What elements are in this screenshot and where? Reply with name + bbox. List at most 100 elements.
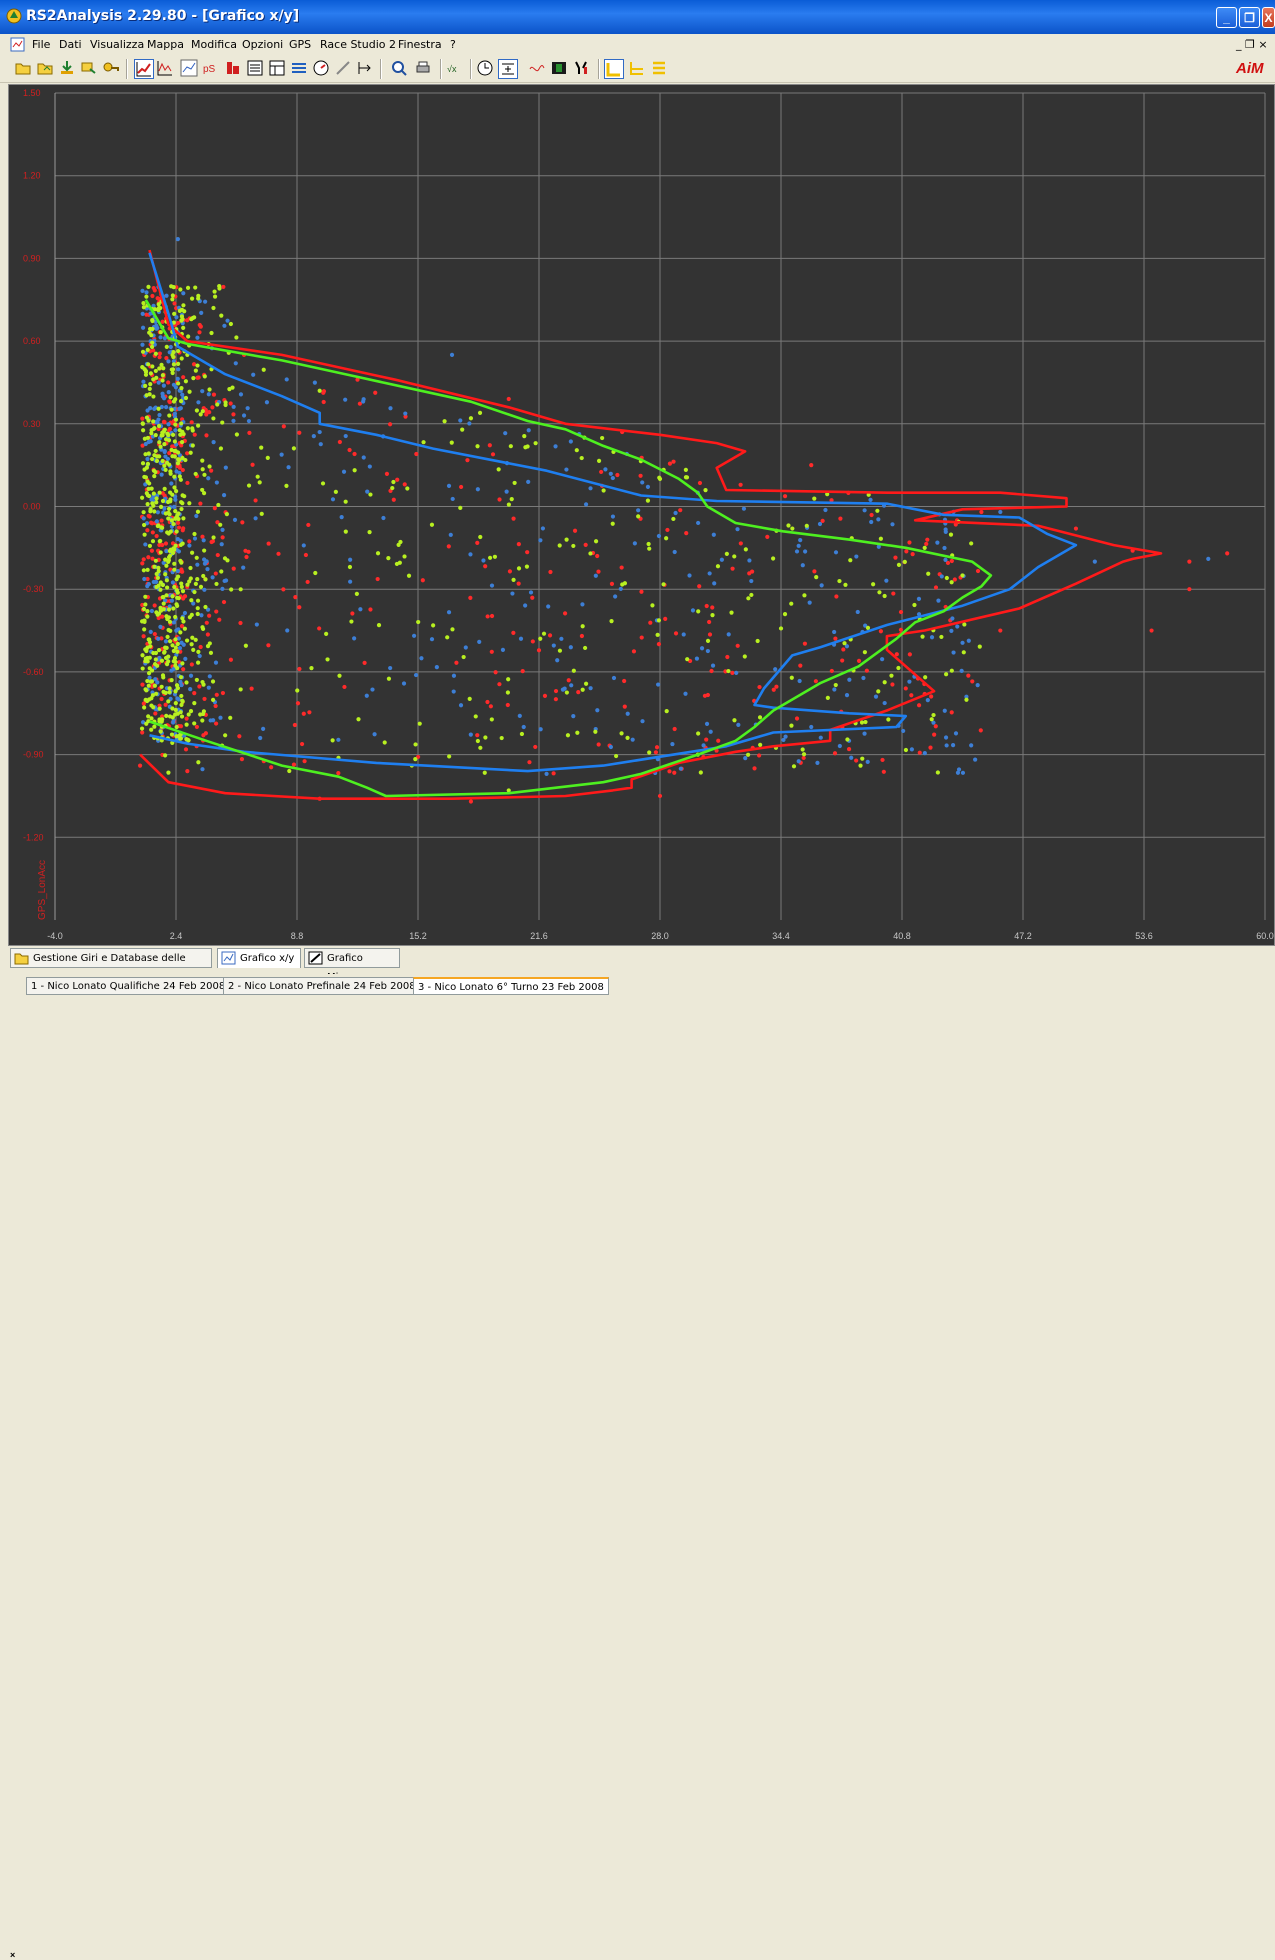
scatter-point xyxy=(154,610,159,615)
scatter-point xyxy=(173,448,178,454)
menu-modifica[interactable]: Modifica xyxy=(191,38,237,51)
close-run-icon[interactable]: × xyxy=(10,1950,16,1960)
menu-visualizza[interactable]: Visualizza xyxy=(90,38,145,51)
scatter-point xyxy=(461,654,466,660)
zoom-icon[interactable] xyxy=(390,59,408,77)
clock-icon[interactable] xyxy=(476,59,494,77)
scatter-point xyxy=(449,440,454,445)
xy-chart-icon xyxy=(221,951,236,965)
scatter-point xyxy=(489,613,495,619)
scatter-point xyxy=(177,428,182,433)
scatter-point xyxy=(180,661,185,666)
menu-gps[interactable]: GPS xyxy=(289,38,312,51)
scatter-point xyxy=(173,700,178,706)
measure-icon[interactable] xyxy=(334,59,352,77)
download-icon[interactable] xyxy=(58,59,76,77)
chart-ps-icon[interactable]: pS xyxy=(202,59,220,77)
menu-race-studio[interactable]: Race Studio 2 xyxy=(320,38,396,51)
scatter-point xyxy=(214,609,219,614)
scatter-point xyxy=(166,699,171,704)
scatter-point xyxy=(178,542,183,548)
gauge-icon[interactable] xyxy=(312,59,330,77)
report-icon[interactable] xyxy=(246,59,264,77)
scatter-point xyxy=(809,463,814,468)
svg-text:√x: √x xyxy=(447,64,457,74)
menu-mappa[interactable]: Mappa xyxy=(147,38,184,51)
minimize-button[interactable]: _ xyxy=(1216,7,1237,28)
scatter-point xyxy=(149,716,154,721)
document-icon[interactable] xyxy=(10,37,26,52)
tools-icon[interactable] xyxy=(572,59,590,77)
scatter-point xyxy=(220,420,225,425)
scatter-point xyxy=(164,356,169,361)
close-button[interactable]: X xyxy=(1262,7,1275,28)
print-icon[interactable] xyxy=(414,59,432,77)
overlay-icon[interactable] xyxy=(528,59,546,77)
scatter-point xyxy=(180,616,185,621)
run-tab-2[interactable]: 2 - Nico Lonato Prefinale 24 Feb 2008 xyxy=(223,977,421,995)
scatter-point xyxy=(154,458,160,464)
scatter-point xyxy=(200,625,205,630)
scatter-point xyxy=(205,607,211,612)
menu-dati[interactable]: Dati xyxy=(59,38,82,51)
x-tick-label: -4.0 xyxy=(47,931,63,941)
math-channel-icon[interactable]: √x xyxy=(446,59,464,77)
open-session-icon[interactable] xyxy=(36,59,54,77)
scatter-point xyxy=(172,411,178,416)
maximize-button[interactable]: ❐ xyxy=(1239,7,1260,28)
table-icon[interactable] xyxy=(268,59,286,77)
key-icon[interactable] xyxy=(102,59,120,77)
transfer-icon[interactable] xyxy=(80,59,98,77)
scatter-point xyxy=(903,747,909,753)
layout-triple-icon[interactable] xyxy=(650,59,668,77)
scatter-point xyxy=(145,502,150,507)
scatter-point xyxy=(146,714,151,719)
scatter-point xyxy=(210,697,216,702)
chart-time-icon[interactable] xyxy=(156,59,174,77)
histogram-icon[interactable] xyxy=(224,59,242,77)
tab-gestione-giri[interactable]: Gestione Giri e Database delle prove xyxy=(10,948,212,983)
layout-double-icon[interactable] xyxy=(628,59,646,77)
scatter-point xyxy=(684,531,689,536)
scatter-point xyxy=(757,753,762,758)
align-icon[interactable] xyxy=(498,59,518,79)
cursor-tool-icon[interactable] xyxy=(356,59,374,77)
scatter-point xyxy=(156,380,161,385)
scatter-point xyxy=(231,566,236,571)
scatter-point xyxy=(832,687,837,692)
tab-grafico-misure[interactable]: Grafico Misure xyxy=(304,948,400,983)
scatter-point xyxy=(497,497,502,502)
child-window-controls[interactable]: _ ❐ × xyxy=(1236,38,1268,51)
layout-single-icon[interactable] xyxy=(604,59,624,79)
scatter-point xyxy=(572,528,578,533)
scatter-point xyxy=(325,657,330,662)
scatter-point xyxy=(337,673,342,678)
scatter-point xyxy=(217,617,222,622)
scatter-point xyxy=(402,482,407,487)
scatter-point xyxy=(865,625,871,630)
menu-file[interactable]: File xyxy=(32,38,51,51)
channels-icon[interactable] xyxy=(290,59,308,77)
scatter-point xyxy=(978,728,983,733)
menu-opzioni[interactable]: Opzioni xyxy=(242,38,284,51)
scatter-point xyxy=(179,421,184,426)
chart-xy-icon[interactable] xyxy=(134,59,154,79)
scatter-point xyxy=(882,700,887,706)
run-tab-1[interactable]: 1 - Nico Lonato Qualifiche 24 Feb 2008 xyxy=(26,977,231,995)
open-folder-icon[interactable] xyxy=(14,59,32,77)
menu-finestra[interactable]: Finestra xyxy=(398,38,442,51)
scatter-point xyxy=(307,710,312,715)
scatter-point xyxy=(148,326,153,332)
scatter-point xyxy=(571,543,576,549)
xy-plot-area[interactable]: -4.0 2.4 8.8 15.2 21.6 28.0 34.4 40.8 47.2 53.6 60… xyxy=(8,84,1275,946)
scatter-point xyxy=(173,712,178,717)
film-icon[interactable] xyxy=(550,59,568,77)
scatter-point xyxy=(194,408,199,413)
menu-help[interactable]: ? xyxy=(450,38,456,51)
tab-grafico-xy[interactable]: Grafico x/y xyxy=(217,948,301,968)
chart-scatter-icon[interactable] xyxy=(180,59,198,77)
run-tab-3[interactable]: 3 - Nico Lonato 6° Turno 23 Feb 2008 xyxy=(413,977,609,995)
scatter-point xyxy=(181,667,186,672)
scatter-point xyxy=(146,284,151,290)
xy-scatter-chart[interactable]: -4.0 2.4 8.8 15.2 21.6 28.0 34.4 40.8 47.2 53.6 60… xyxy=(9,85,1274,945)
